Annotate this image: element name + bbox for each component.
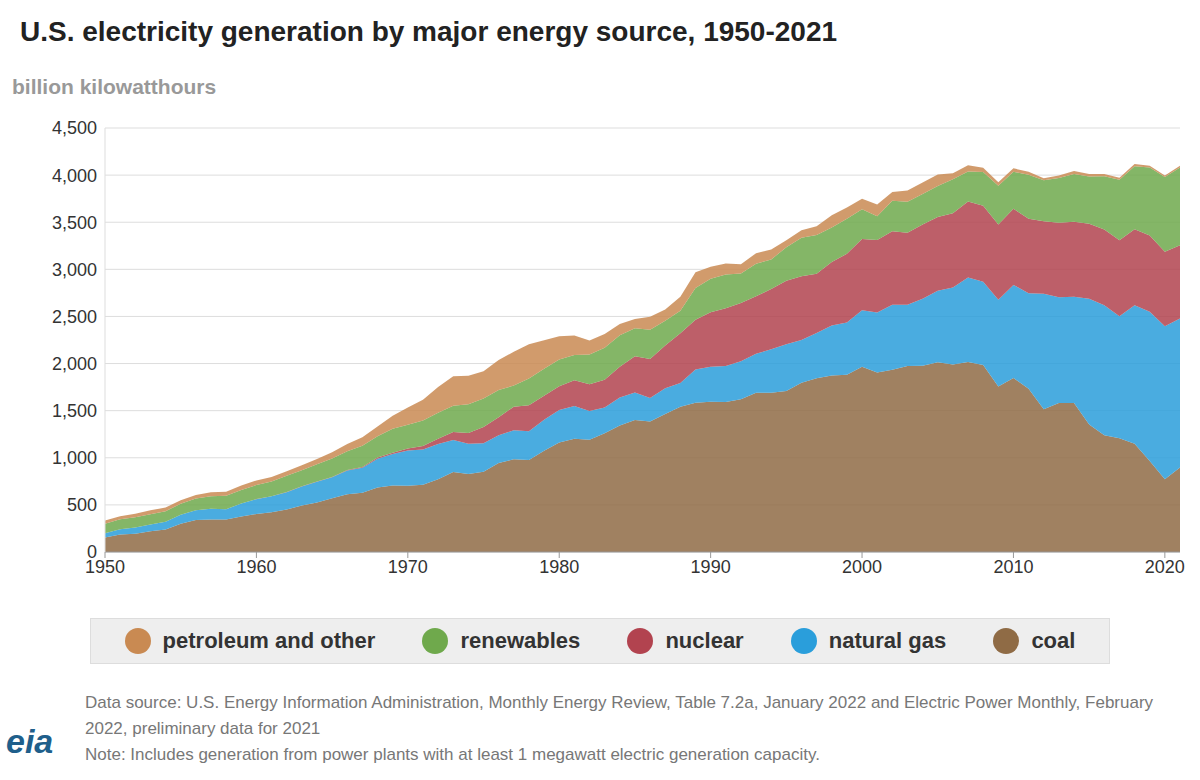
svg-text:2020: 2020 — [1145, 557, 1185, 577]
svg-text:2,500: 2,500 — [52, 307, 97, 327]
svg-text:2010: 2010 — [993, 557, 1033, 577]
svg-text:4,000: 4,000 — [52, 166, 97, 186]
svg-text:1990: 1990 — [691, 557, 731, 577]
svg-text:2000: 2000 — [842, 557, 882, 577]
html-text:natural gas: natural gas — [828, 628, 947, 653]
svg-text:1,500: 1,500 — [52, 401, 97, 421]
html-text:eia: eia — [6, 722, 54, 760]
svg-text:1950: 1950 — [85, 556, 125, 577]
svg-text:0: 0 — [87, 542, 97, 562]
html-text:petroleum and other: petroleum and other — [162, 628, 376, 653]
html-text:nuclear: nuclear — [665, 628, 744, 653]
svg-text:4,500: 4,500 — [52, 118, 97, 138]
html-text:U.S. electricity generation by: U.S. electricity generation by major ene… — [20, 16, 837, 47]
html-text:Note: Includes generation from: Note: Includes generation from power pla… — [85, 745, 820, 764]
svg-text:1970: 1970 — [388, 557, 428, 577]
html-text:Data source: U.S. Energy Infor: Data source: U.S. Energy Information Adm… — [85, 693, 1154, 738]
svg-text:500: 500 — [67, 495, 97, 515]
svg-text:3,500: 3,500 — [52, 213, 97, 233]
html-text:billion kilowatthours: billion kilowatthours — [12, 75, 217, 98]
svg-text:3,000: 3,000 — [52, 260, 97, 280]
svg-text:2,000: 2,000 — [52, 354, 97, 374]
svg-text:1980: 1980 — [539, 557, 579, 577]
html-text:coal: coal — [1031, 628, 1076, 653]
svg-text:1,000: 1,000 — [52, 448, 97, 468]
html-text:renewables: renewables — [460, 628, 581, 653]
svg-text:1960: 1960 — [236, 557, 276, 577]
